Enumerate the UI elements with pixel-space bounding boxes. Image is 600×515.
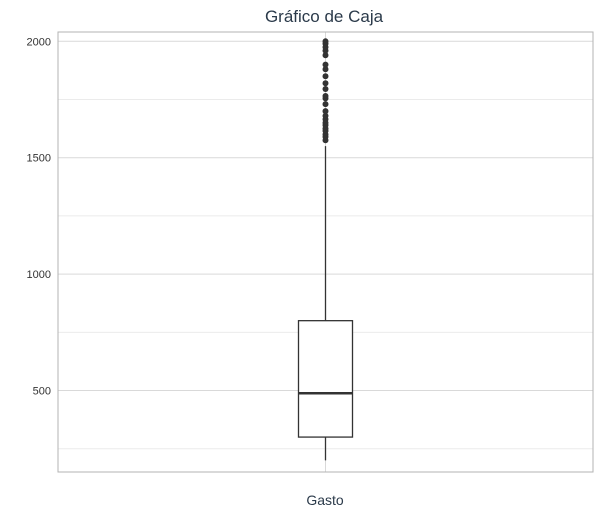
- y-tick-label: 1500: [27, 153, 51, 165]
- outlier-point: [322, 52, 329, 59]
- plot-panel-border: [57, 31, 594, 473]
- outlier-point: [322, 112, 329, 119]
- iqr-box: [297, 320, 354, 438]
- outlier-point: [322, 66, 329, 73]
- chart-title: Gráfico de Caja: [265, 7, 384, 26]
- outlier-point: [322, 38, 329, 45]
- y-axis-ticks: 500 1000 1500 2000: [27, 36, 51, 397]
- boxplot-marks: [297, 38, 354, 461]
- y-tick-label: 2000: [27, 36, 51, 48]
- outlier-point: [322, 108, 329, 115]
- y-tick-label: 1000: [27, 269, 51, 281]
- outlier-point: [322, 80, 329, 87]
- outlier-point: [322, 101, 329, 108]
- outlier-point: [322, 86, 329, 93]
- outlier-point: [322, 93, 329, 100]
- outlier-point: [322, 73, 329, 80]
- y-tick-label: 500: [33, 386, 51, 398]
- outlier-point: [322, 61, 329, 68]
- x-tick-label: Gasto: [306, 492, 344, 508]
